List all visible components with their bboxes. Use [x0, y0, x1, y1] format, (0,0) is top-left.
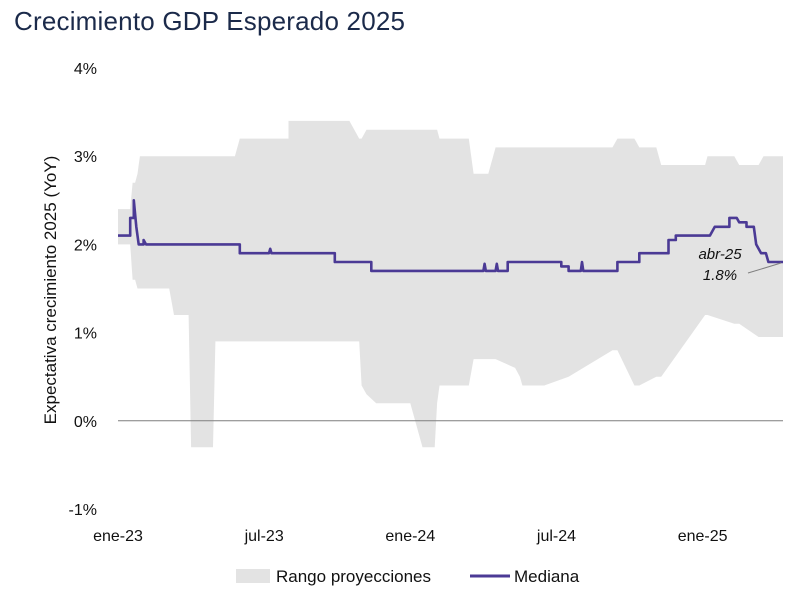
y-tick-label: 3% [74, 149, 97, 166]
x-tick-label: jul-23 [244, 528, 284, 545]
y-tick-label: 1% [74, 326, 97, 343]
chart-title: Crecimiento GDP Esperado 2025 [14, 6, 406, 36]
x-tick-label: ene-25 [678, 528, 728, 545]
x-axis-ticks: ene-23 jul-23 ene-24 jul-24 ene-25 [93, 528, 728, 545]
median-line-layer [118, 199, 783, 273]
y-tick-label: 2% [74, 237, 97, 254]
annotation: abr-25 1.8% [698, 246, 782, 284]
median-line [118, 199, 783, 273]
annotation-value-label: 1.8% [703, 267, 737, 284]
x-tick-label: jul-24 [536, 528, 576, 545]
legend-swatch-range [236, 569, 270, 583]
legend: Rango proyecciones Mediana [236, 567, 580, 586]
y-tick-label: -1% [69, 502, 97, 519]
range-band [118, 120, 783, 448]
range-band-layer [118, 120, 783, 448]
legend-label-range: Rango proyecciones [276, 567, 431, 586]
x-tick-label: ene-24 [385, 528, 435, 545]
y-axis-ticks: -1% 0% 1% 2% 3% 4% [69, 61, 97, 519]
y-tick-label: 0% [74, 414, 97, 431]
annotation-leader-line [747, 262, 782, 274]
y-axis-label: Expectativa crecimiento 2025 (YoY) [41, 156, 60, 425]
annotation-date-label: abr-25 [698, 246, 742, 263]
y-tick-label: 4% [74, 61, 97, 78]
x-tick-label: ene-23 [93, 528, 143, 545]
legend-label-median: Mediana [514, 567, 580, 586]
